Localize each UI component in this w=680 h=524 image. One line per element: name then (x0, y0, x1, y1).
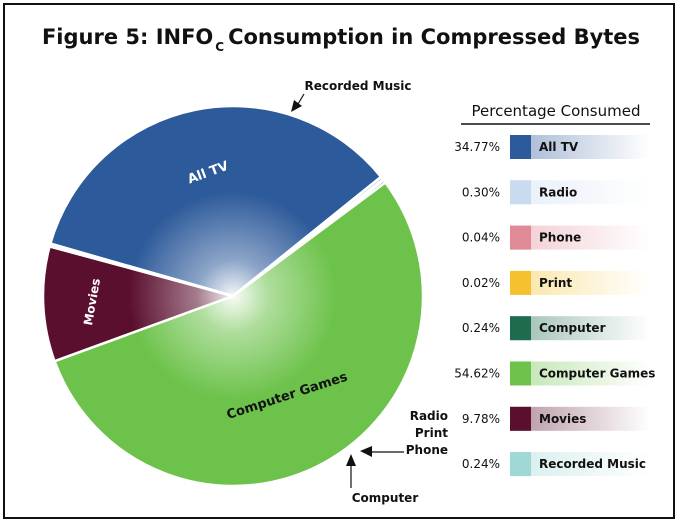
legend-value-computer-games: 54.62% (454, 367, 500, 381)
legend-label-all-tv: All TV (539, 140, 579, 154)
callout-recorded-music: Recorded Music (304, 79, 411, 93)
legend-row-print: 0.02% Print (462, 270, 650, 295)
legend-bar-recorded-music (510, 452, 650, 477)
legend-row-radio: 0.30% Radio (462, 180, 650, 205)
callout-print: Print (415, 426, 448, 440)
legend-row-computer-games: 54.62% Computer Games (454, 361, 655, 386)
title-subscript: C (215, 40, 225, 54)
legend-label-computer-games: Computer Games (539, 367, 655, 381)
legend-label-phone: Phone (539, 231, 581, 245)
legend-title: Percentage Consumed (472, 102, 641, 120)
title-prefix: Figure 5: INFO (41, 25, 214, 49)
callout-phone: Phone (406, 443, 448, 457)
legend-swatch-phone (510, 225, 531, 250)
legend-row-recorded-music: 0.24% Recorded Music (462, 452, 650, 477)
callout-small-group-arrow (360, 446, 372, 457)
chart-title: Figure 5: INFO C Consumption in Compressed… (5, 25, 677, 54)
legend-bar-print (510, 270, 650, 295)
legend-row-phone: 0.04% Phone (462, 225, 650, 250)
legend-label-radio: Radio (539, 185, 577, 199)
legend-row-computer: 0.24% Computer (462, 316, 650, 341)
callout-radio: Radio (410, 409, 448, 423)
legend-label-movies: Movies (539, 412, 586, 426)
legend-value-all-tv: 34.77% (454, 140, 500, 154)
legend-value-print: 0.02% (462, 276, 500, 290)
legend-swatch-all-tv (510, 135, 531, 159)
callout-computer: Computer (352, 491, 419, 505)
legend-swatch-recorded-music (510, 452, 531, 477)
legend-swatch-computer-games (510, 361, 531, 386)
callout-recorded-music-arrow (291, 100, 302, 112)
legend-bar-all-tv (510, 135, 650, 159)
callout-computer-arrow (346, 454, 356, 466)
legend-value-phone: 0.04% (462, 231, 500, 245)
legend-row-all-tv: 34.77% All TV (454, 135, 650, 159)
legend-bar-computer-games (510, 361, 650, 386)
legend-label-computer: Computer (539, 321, 606, 335)
legend-bar-radio (510, 180, 650, 205)
legend-bar-computer (510, 316, 650, 341)
legend-value-movies: 9.78% (462, 412, 500, 426)
legend-label-print: Print (539, 276, 572, 290)
callout-recorded-music-line (297, 93, 305, 105)
legend-swatch-movies (510, 406, 531, 431)
legend-row-movies: 9.78% Movies (462, 406, 650, 431)
legend-value-radio: 0.30% (462, 185, 500, 199)
title-suffix: Consumption in Compressed Bytes (228, 25, 641, 49)
legend-rows: 34.77% All TV 0.30% Radio 0.04% Phone 0.02% Pri… (454, 135, 655, 477)
legend: Percentage Consumed 34.77% All TV 0.30% Rad… (454, 102, 655, 477)
legend-bar-phone (510, 225, 650, 250)
legend-label-recorded-music: Recorded Music (539, 457, 646, 471)
legend-value-recorded-music: 0.24% (462, 457, 500, 471)
legend-swatch-radio (510, 180, 531, 205)
legend-bar-movies (510, 406, 650, 431)
callouts: Recorded Music Radio Print Phone Compute… (291, 79, 448, 505)
legend-swatch-print (510, 270, 531, 295)
legend-swatch-computer (510, 316, 531, 341)
legend-value-computer: 0.24% (462, 321, 500, 335)
